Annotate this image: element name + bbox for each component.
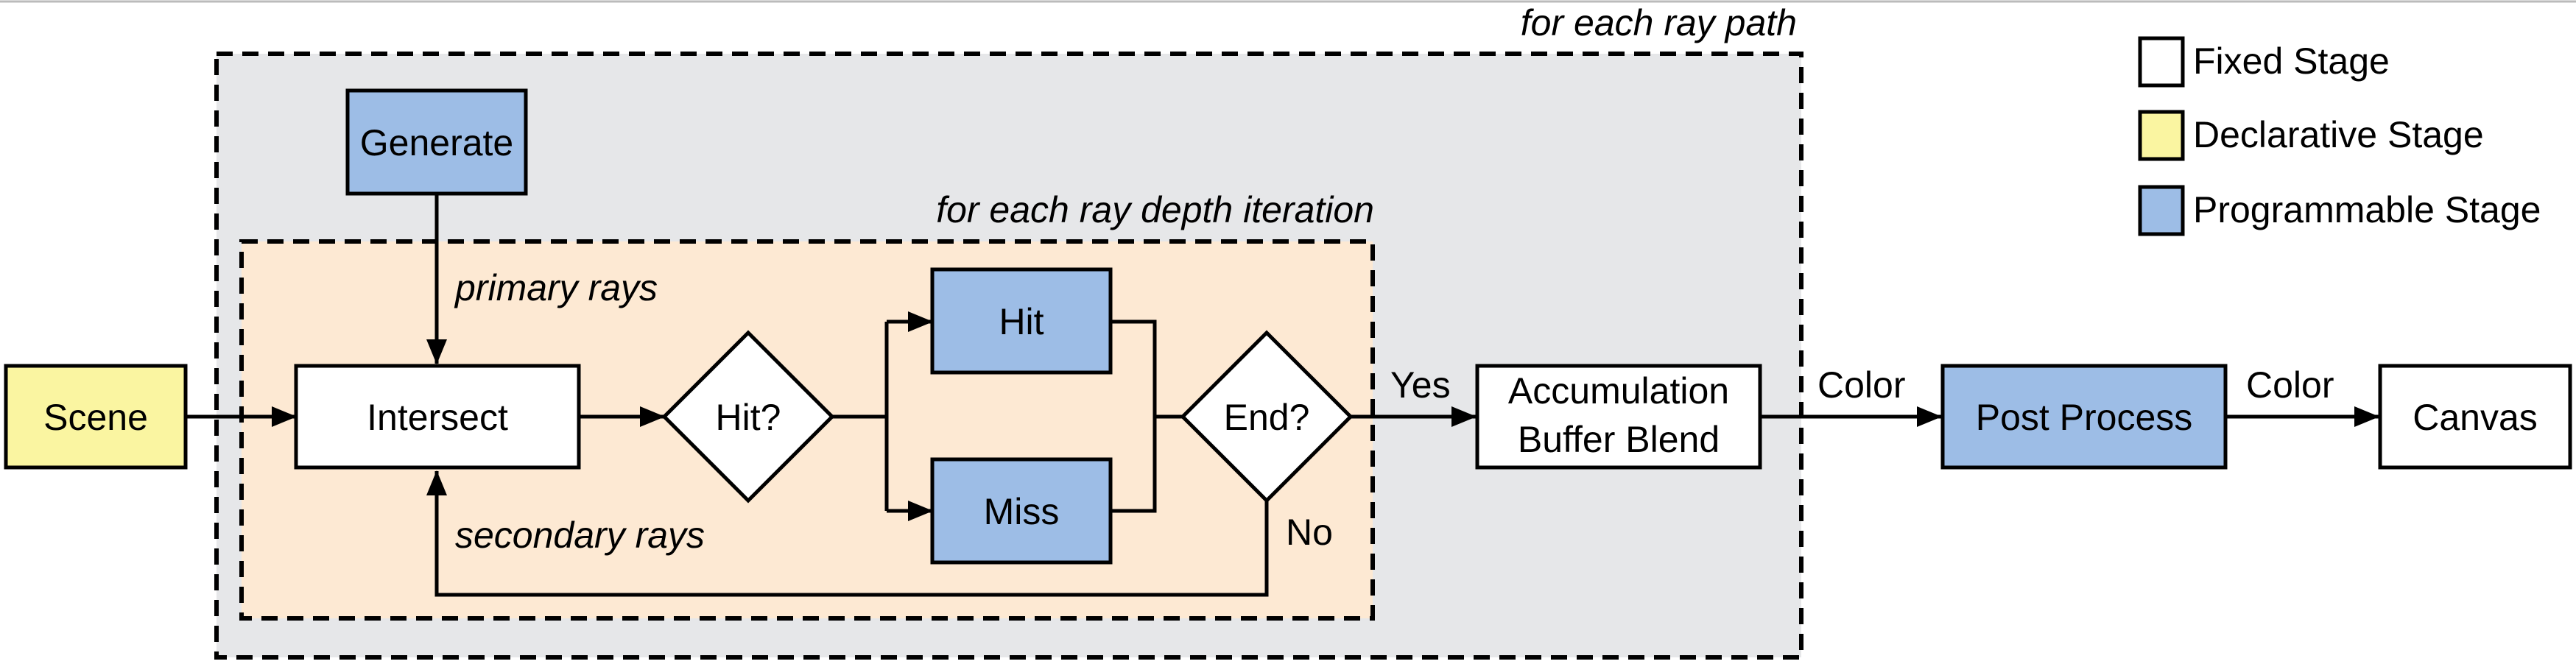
legend-label-declarative: Declarative Stage [2193, 114, 2484, 155]
intersect-label: Intersect [367, 397, 508, 438]
accumulation-buffer-blend-node: Accumulation Buffer Blend [1475, 364, 1762, 470]
end-decision-label: End? [1224, 397, 1310, 438]
accumulation-label-line1: Accumulation [1508, 370, 1729, 412]
primary-rays-label: primary rays [454, 267, 658, 308]
legend-label-programmable: Programmable Stage [2193, 189, 2541, 230]
connectors [186, 194, 2379, 597]
intersect-node: Intersect [294, 364, 581, 470]
scene-node: Scene [4, 364, 188, 470]
color-label-2: Color [2246, 364, 2334, 406]
legend-item-declarative: Declarative Stage [2138, 110, 2484, 161]
accumulation-label-line2: Buffer Blend [1518, 419, 1720, 460]
scene-label: Scene [43, 397, 148, 438]
generate-node: Generate [345, 88, 528, 196]
miss-label: Miss [984, 491, 1060, 532]
legend-swatch-programmable [2138, 185, 2185, 236]
no-loop-line [426, 470, 1269, 597]
secondary-rays-label: secondary rays [455, 515, 705, 556]
legend-item-programmable: Programmable Stage [2138, 185, 2541, 236]
miss-node: Miss [930, 457, 1113, 565]
post-process-label: Post Process [1976, 397, 2193, 438]
canvas-node: Canvas [2378, 364, 2572, 470]
legend: Fixed Stage Declarative Stage Programmab… [2138, 36, 2541, 236]
legend-item-fixed: Fixed Stage [2138, 36, 2390, 88]
yes-label: Yes [1390, 364, 1451, 406]
no-label: No [1286, 512, 1333, 553]
ray-depth-region-label: for each ray depth iteration [936, 189, 1374, 230]
hit-decision-label: Hit? [716, 397, 781, 438]
hit-label: Hit [999, 301, 1044, 342]
post-process-node: Post Process [1940, 364, 2228, 470]
ray-path-region-label: for each ray path [1521, 2, 1797, 43]
canvas-label: Canvas [2413, 397, 2538, 438]
hit-decision-node: Hit? [661, 330, 835, 504]
legend-swatch-fixed [2138, 36, 2185, 88]
legend-swatch-declarative [2138, 110, 2185, 161]
color-label-1: Color [1817, 364, 1905, 406]
generate-label: Generate [360, 122, 513, 163]
legend-label-fixed: Fixed Stage [2193, 40, 2390, 82]
hit-node: Hit [930, 267, 1113, 375]
end-decision-node: End? [1180, 330, 1354, 504]
